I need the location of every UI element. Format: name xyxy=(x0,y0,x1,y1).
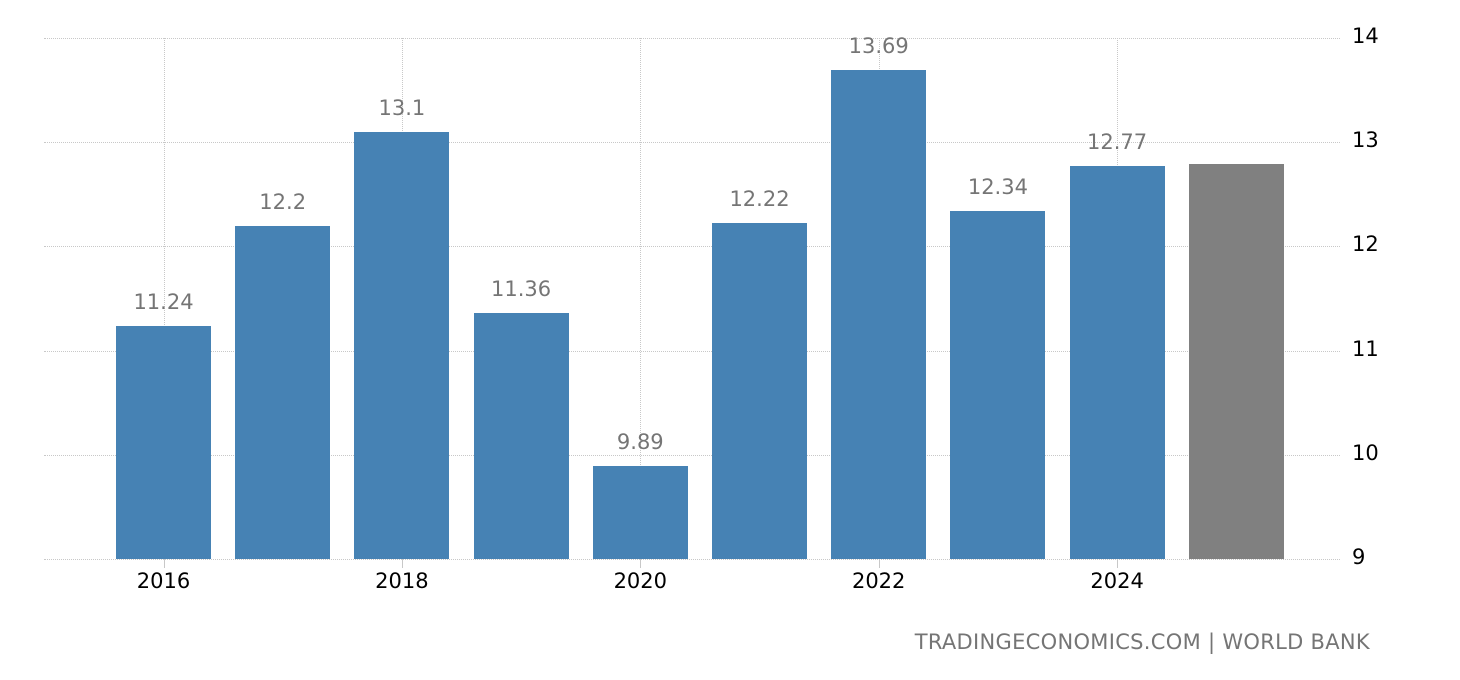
x-axis-tick-label: 2024 xyxy=(1090,569,1144,593)
data-bar[interactable] xyxy=(354,131,450,559)
data-bar[interactable] xyxy=(831,70,927,559)
x-axis-tick-label: 2022 xyxy=(851,569,906,593)
data-bar[interactable] xyxy=(592,466,688,559)
x-axis-tick xyxy=(1117,559,1119,568)
gridline-horizontal xyxy=(44,350,1340,352)
gridline-horizontal xyxy=(44,559,1340,560)
bar-value-label: 9.89 xyxy=(616,430,664,455)
data-bar[interactable] xyxy=(116,325,211,559)
data-bar[interactable] xyxy=(235,225,331,559)
x-axis-tick xyxy=(163,559,165,568)
y-axis-tick-label: 9 xyxy=(1352,545,1366,569)
bar-value-label: 11.24 xyxy=(133,289,194,314)
y-axis-tick-label: 12 xyxy=(1352,232,1379,257)
bar-value-label: 12.34 xyxy=(967,174,1028,199)
y-axis-tick-label: 13 xyxy=(1352,128,1379,153)
gridline-horizontal xyxy=(44,246,1340,248)
gridline-vertical xyxy=(163,38,165,559)
y-axis-tick-label: 14 xyxy=(1352,24,1379,48)
y-axis-tick-label: 10 xyxy=(1352,440,1379,465)
source-credit: TRADINGECONOMICS.COM | WORLD BANK xyxy=(914,630,1370,654)
bar-value-label: 13.1 xyxy=(378,95,426,120)
gridline-horizontal xyxy=(44,38,1340,39)
x-axis-tick xyxy=(640,559,642,568)
x-axis-tick-label: 2020 xyxy=(613,569,668,593)
bar-value-label: 12.77 xyxy=(1087,130,1148,155)
data-bar[interactable] xyxy=(1069,166,1165,559)
data-bar[interactable] xyxy=(712,223,807,559)
x-axis-tick xyxy=(401,559,403,568)
x-axis-tick-label: 2016 xyxy=(136,569,191,593)
data-bar[interactable] xyxy=(473,313,569,559)
bar-value-label: 12.22 xyxy=(729,187,790,212)
bar-value-label: 13.69 xyxy=(848,34,909,59)
x-axis-tick-label: 2018 xyxy=(375,569,429,593)
x-axis-tick xyxy=(878,559,880,568)
gridline-horizontal xyxy=(44,454,1340,456)
data-bar[interactable] xyxy=(950,210,1046,559)
bar-value-label: 11.36 xyxy=(491,277,552,302)
gridline-vertical xyxy=(640,38,642,559)
y-axis-tick-label: 11 xyxy=(1352,336,1379,361)
gridline-horizontal xyxy=(44,142,1340,144)
forecast-bar[interactable] xyxy=(1188,164,1284,559)
bar-value-label: 12.2 xyxy=(259,189,307,214)
